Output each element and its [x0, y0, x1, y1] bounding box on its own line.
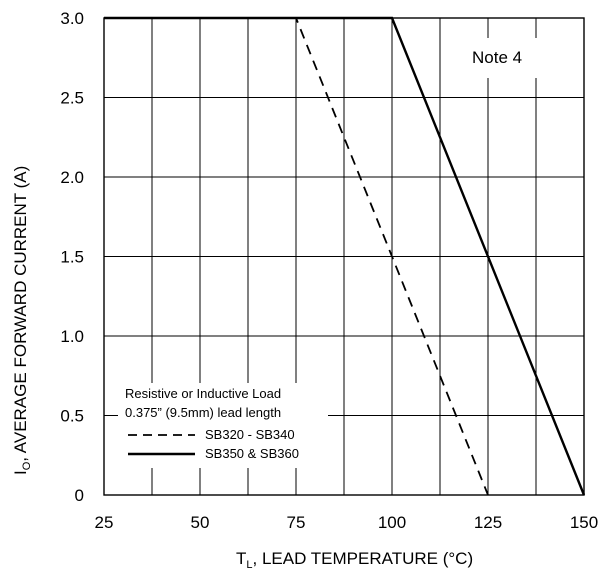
y-tick-label: 3.0 — [60, 9, 84, 28]
y-tick-label: 1.5 — [60, 248, 84, 267]
y-axis-label-rest: , AVERAGE FORWARD CURRENT (A) — [11, 166, 30, 462]
x-axis-label-main: T — [236, 549, 246, 568]
x-tick-label: 75 — [287, 513, 306, 532]
note-annotation: Note 4 — [472, 48, 522, 67]
legend-label-sb350: SB350 & SB360 — [205, 446, 299, 461]
y-tick-label: 0 — [75, 486, 84, 505]
x-tick-label: 100 — [378, 513, 406, 532]
x-axis-label: TL, LEAD TEMPERATURE (°C) — [236, 549, 473, 571]
y-tick-label: 2.0 — [60, 168, 84, 187]
legend-title-line2: 0.375” (9.5mm) lead length — [125, 405, 281, 420]
x-tick-label: 150 — [570, 513, 598, 532]
legend-title-line1: Resistive or Inductive Load — [125, 386, 281, 401]
y-tick-label: 0.5 — [60, 407, 84, 426]
x-tick-label: 25 — [95, 513, 114, 532]
x-tick-label: 125 — [474, 513, 502, 532]
x-tick-label: 50 — [191, 513, 210, 532]
legend-label-sb320: SB320 - SB340 — [205, 427, 295, 442]
y-axis-label: IO, AVERAGE FORWARD CURRENT (A) — [11, 166, 33, 475]
y-tick-label: 1.0 — [60, 327, 84, 346]
y-tick-label: 2.5 — [60, 89, 84, 108]
x-axis-label-rest: , LEAD TEMPERATURE (°C) — [253, 549, 474, 568]
